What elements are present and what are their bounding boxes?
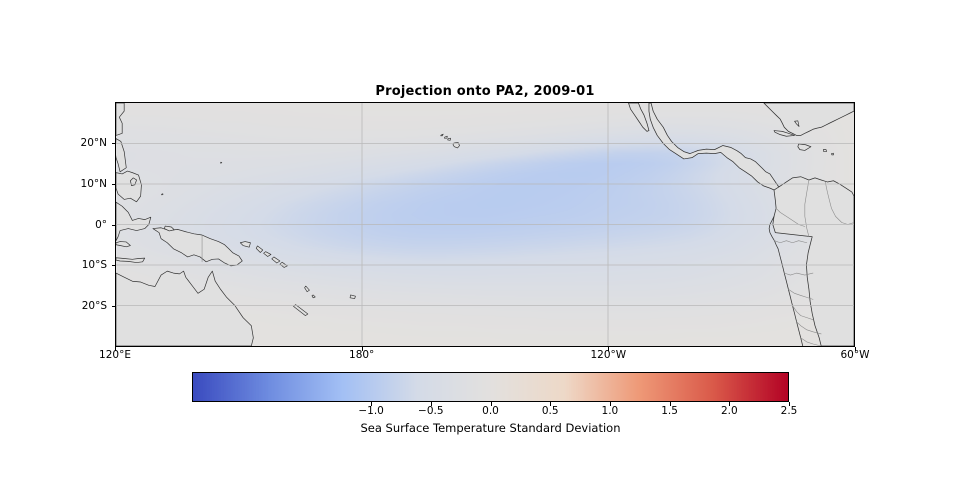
colorbar-tick-label-7: 2.5: [780, 405, 798, 417]
colorbar-tick-mark: [490, 402, 492, 406]
colorbar-tick-mark: [371, 402, 373, 406]
x-tick-mark: [361, 347, 363, 351]
colorbar-tick-mark: [550, 402, 552, 406]
y-tick-label-0: 20°N: [80, 136, 107, 149]
x-tick-label-0: 120°E: [99, 349, 131, 361]
colorbar-gradient: [193, 373, 788, 401]
colorbar-tick-mark: [729, 402, 731, 406]
colorbar-tick-mark: [430, 402, 432, 406]
y-tick-mark: [111, 265, 115, 267]
y-tick-mark: [111, 306, 115, 308]
colorbar-tick-label-3: 0.5: [541, 405, 559, 417]
colorbar[interactable]: [192, 372, 789, 402]
y-tick-mark: [111, 142, 115, 144]
y-tick-label-4: 20°S: [81, 300, 107, 313]
x-tick-mark: [855, 347, 856, 351]
x-tick-mark: [608, 347, 610, 351]
y-tick-mark: [111, 224, 115, 226]
colorbar-tick-label-1: −0.5: [418, 405, 444, 417]
colorbar-tick-mark: [789, 402, 790, 406]
colorbar-tick-label-4: 1.0: [601, 405, 619, 417]
colorbar-tick-label-6: 2.0: [720, 405, 738, 417]
x-tick-mark: [115, 347, 116, 351]
x-tick-label-3: 60°W: [840, 349, 870, 361]
map-geography-layer: [116, 103, 854, 346]
y-tick-label-3: 10°S: [81, 259, 107, 272]
colorbar-tick-mark: [609, 402, 611, 406]
colorbar-tick-label-2: 0.0: [482, 405, 499, 417]
map-axes[interactable]: [115, 102, 855, 347]
x-tick-label-2: 120°W: [590, 349, 627, 361]
y-tick-label-1: 10°N: [80, 177, 107, 190]
x-tick-label-1: 180°: [349, 349, 375, 361]
colorbar-label: Sea Surface Temperature Standard Deviati…: [360, 421, 621, 435]
y-tick-mark: [111, 183, 115, 185]
colorbar-tick-label-5: 1.5: [661, 405, 678, 417]
colorbar-tick-mark: [669, 402, 671, 406]
colorbar-tick-label-0: −1.0: [358, 405, 384, 417]
y-tick-label-2: 0°: [95, 218, 107, 231]
page-title: Projection onto PA2, 2009-01: [375, 84, 595, 99]
